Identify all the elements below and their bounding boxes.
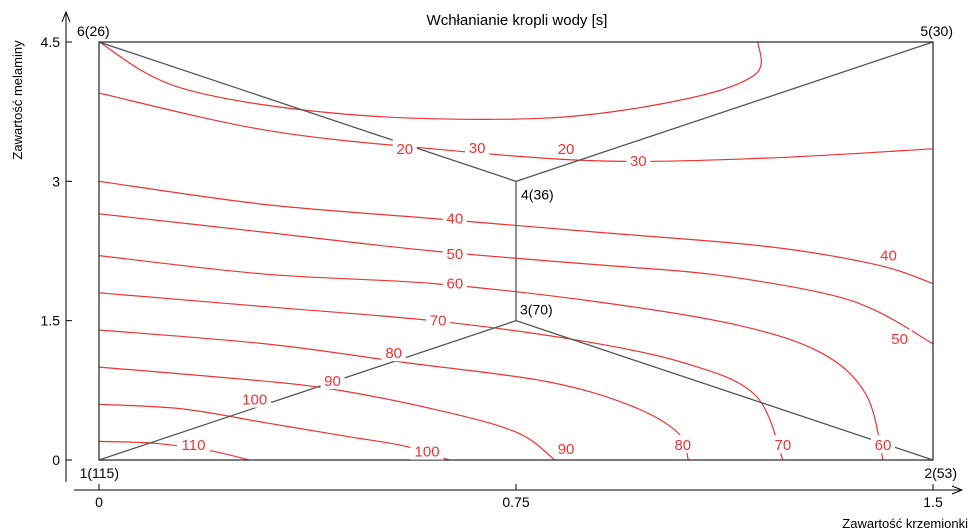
design-edge [98,320,517,461]
contour-label-bg [554,138,579,157]
contour-label-100: 100 [415,444,440,461]
contour-label-90: 90 [324,373,341,390]
contour-label-bg [442,243,467,262]
y-tick-label: 1.5 [41,313,61,329]
contour-label-bg [887,329,912,348]
contour-label-20: 20 [558,141,575,158]
x-axis-label: Zawartość krzemionki [842,516,968,531]
contour-label-bg [320,371,345,390]
contour-line-70 [98,292,784,461]
contour-label-110: 110 [182,437,206,454]
x-tick-label: 0.75 [502,494,529,510]
contour-label-20: 20 [396,141,413,158]
axes: 0 0.75 1.5 0 1.5 3 4.5 [41,10,964,510]
contour-label-bg [177,435,211,454]
contour-label-bg [392,138,417,157]
y-axis-arrow [61,10,71,23]
contour-line-40 [98,180,934,285]
y-tick-label: 3 [52,173,60,189]
y-tick-label: 0 [52,452,60,468]
contour-label-bg [770,435,795,454]
contour-label-80: 80 [674,437,691,454]
vertex-label: 1(115) [80,465,119,481]
contour-label-bg [554,438,579,457]
contour-line-100 [98,403,450,461]
x-tick-label: 0 [95,494,103,510]
contour-label-bg [238,389,272,408]
contour-label-bg [876,245,901,264]
contour-line-50 [98,213,934,345]
contour-label-70: 70 [430,313,447,330]
contour-label-bg [381,343,406,362]
contour-label-30: 30 [630,153,647,170]
vertex-labels: 1(115) 2(53) 3(70) 4(36) 5(30) 6(26) [77,23,957,481]
contour-line-80 [98,329,689,461]
contour-label-90: 90 [558,441,575,458]
contour-label-bg [870,435,895,454]
contour-line-90 [98,366,556,461]
vertex-label: 6(26) [77,23,110,39]
y-tick-label: 4.5 [41,34,61,50]
vertex-label: 2(53) [924,465,957,481]
contour-label-100: 100 [242,392,267,409]
contour-labels: 20 20 30 30 40 40 50 50 60 60 70 70 80 80 90 90 100 100 11… [177,137,912,461]
contour-label-80: 80 [385,345,402,362]
plot-frame [98,41,934,461]
contour-line-30 [98,92,934,162]
x-axis-arrow [951,485,964,495]
contour-label-40: 40 [446,210,463,227]
contour-label-60: 60 [446,276,463,293]
vertex-label: 4(36) [521,186,554,202]
design-edge [515,41,934,182]
contour-label-bg [426,310,451,329]
design-edges [98,41,934,461]
contour-line-60 [98,255,884,461]
contour-label-bg [670,435,695,454]
design-edge [98,41,517,182]
vertex-label: 3(70) [520,302,553,318]
design-edge [515,320,934,461]
contour-label-50: 50 [446,246,463,263]
contour-line-110 [98,440,250,461]
contour-lines [98,41,934,461]
contour-label-30: 30 [469,140,486,157]
contour-label-bg [410,441,444,460]
contour-label-60: 60 [875,437,892,454]
contour-label-bg [442,208,467,227]
x-tick-label: 1.5 [923,494,943,510]
contour-label-bg [626,150,651,169]
contour-line-20 [98,41,762,120]
y-axis-label: Zawartość melaminy [10,40,25,160]
contour-label-bg [465,137,490,156]
contour-label-40: 40 [880,248,897,265]
contour-label-bg [442,273,467,292]
chart-title: Wchłanianie kropli wody [s] [427,12,608,29]
contour-label-70: 70 [775,437,792,454]
vertex-label: 5(30) [920,23,953,39]
contour-label-50: 50 [891,331,908,348]
